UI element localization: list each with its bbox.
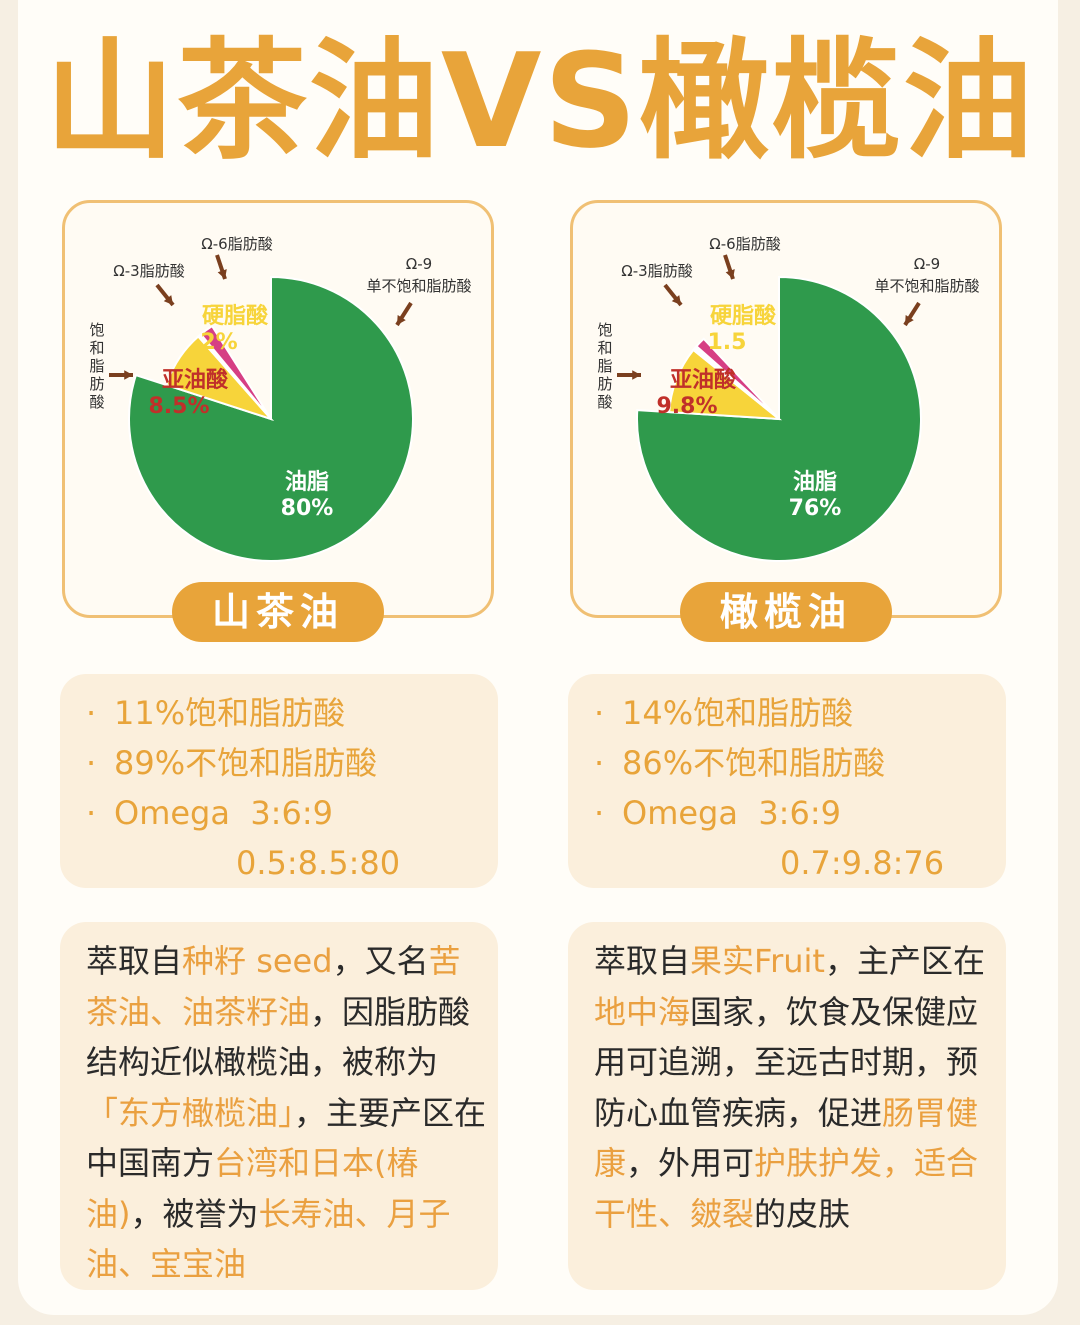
arrow-omega6-icon: [215, 254, 227, 280]
arrow-omega6-icon: [723, 254, 735, 280]
body-text: ，主产区在: [824, 942, 985, 980]
body-text: 萃取自: [86, 942, 183, 980]
arrow-omega3-icon: [663, 283, 683, 307]
highlight-text: 护肤护发，适合干性、皴裂: [594, 1144, 979, 1233]
stats-camellia: · 11%饱和脂肪酸 · 89%不饱和脂肪酸 · Omega 3:6:9 0.5:8.…: [60, 674, 498, 888]
annotation-omega9: Ω-9: [914, 255, 940, 273]
stat-unsaturated: · 86%不饱和脂肪酸: [594, 744, 886, 782]
stat-omega: · Omega 3:6:9: [86, 794, 333, 832]
highlight-text: 肠胃健康: [594, 1093, 979, 1183]
arrow-omega9-icon: [903, 301, 921, 327]
highlight-text: 地中海: [594, 992, 691, 1031]
annotation-omega9-desc: 单不饱和脂肪酸: [874, 277, 979, 295]
annotation-omega9-desc: 单不饱和脂肪酸: [366, 277, 471, 295]
stats-olive: · 14%饱和脂肪酸 · 86%不饱和脂肪酸 · Omega 3:6:9 0.7:9.…: [568, 674, 1006, 888]
highlight-text: 种籽 seed: [182, 942, 333, 980]
body-text: ，主要产区在中国南方: [86, 1093, 487, 1183]
slice-value-main: 80%: [281, 496, 334, 521]
annotation-omega3: Ω-3脂肪酸: [621, 262, 692, 280]
body-text: 萃取自: [594, 942, 691, 980]
annotation-saturated: 饱和脂肪酸: [89, 321, 104, 411]
slice-label-stearic: 硬脂酸: [710, 303, 777, 329]
body-text: ，被誉为: [130, 1194, 259, 1233]
highlight-text: 长寿油、月子油、宝宝油: [86, 1194, 451, 1284]
slice-value-stearic: 1.5: [708, 330, 747, 355]
slice-value-linoleic: 9.8%: [656, 394, 717, 419]
description-camellia: 萃取自种籽 seed，又名苦茶油、油茶籽油，因脂肪酸结构近似橄榄油，被称为「东方…: [60, 922, 498, 1290]
chart-box-olive: 油脂 76% 亚油酸 9.8% 硬脂酸 1.5 Ω-6脂肪酸 Ω-3脂肪酸 Ω-9 单不饱和脂肪酸…: [570, 200, 1002, 618]
oil-name-camellia: 山茶油: [172, 582, 384, 642]
stat-omega-ratio: 0.7:9.8:76: [780, 844, 945, 882]
oil-name-olive: 橄榄油: [680, 582, 892, 642]
highlight-text: 果实Fruit: [690, 942, 825, 980]
description-olive: 萃取自果实Fruit，主产区在地中海国家，饮食及保健应用可追溯，至远古时期，预防…: [568, 922, 1006, 1290]
arrow-omega9-icon: [395, 301, 413, 327]
slice-label-linoleic: 亚油酸: [670, 368, 737, 393]
stat-omega: · Omega 3:6:9: [594, 794, 841, 832]
stat-unsaturated: · 89%不饱和脂肪酸: [86, 744, 378, 782]
slice-value-stearic: 2%: [200, 330, 237, 355]
slice-label-stearic: 硬脂酸: [202, 303, 269, 329]
arrow-saturated-icon: [617, 370, 641, 380]
highlight-text: 台湾和日本(椿油): [86, 1144, 419, 1233]
annotation-saturated: 饱和脂肪酸: [597, 321, 612, 411]
body-text: 国家，饮食及保健应用可追溯，至远古时期，预防心血管疾病，促进: [594, 992, 979, 1132]
annotation-omega6: Ω-6脂肪酸: [709, 235, 780, 253]
annotation-omega3: Ω-3脂肪酸: [113, 262, 184, 280]
slice-label-linoleic: 亚油酸: [162, 368, 229, 393]
arrow-saturated-icon: [109, 370, 133, 380]
body-text: ，又名: [332, 942, 429, 980]
body-text: ，因脂肪酸结构近似橄榄油，被称为: [86, 992, 471, 1082]
stat-saturated: · 14%饱和脂肪酸: [594, 694, 854, 732]
pie-slice-3: [199, 324, 272, 420]
chart-box-camellia: 油脂 80% 亚油酸 8.5% 硬脂酸 2% Ω-6脂肪酸 Ω-3脂肪酸 Ω-9 单不饱和脂肪酸饱…: [62, 200, 494, 618]
annotation-omega9: Ω-9: [406, 255, 432, 273]
arrow-omega3-icon: [155, 283, 175, 307]
slice-label-main: 油脂: [285, 469, 329, 495]
slice-label-main: 油脂: [793, 469, 837, 495]
pie-slice-3: [695, 337, 780, 420]
slice-value-main: 76%: [789, 496, 842, 521]
stat-omega-ratio: 0.5:8.5:80: [236, 844, 401, 882]
highlight-text: 「东方橄榄油」: [86, 1093, 295, 1132]
slice-value-linoleic: 8.5%: [148, 394, 209, 419]
body-text: ，外用可: [626, 1144, 755, 1182]
body-text: 的皮肤: [754, 1194, 851, 1233]
stat-saturated: · 11%饱和脂肪酸: [86, 694, 346, 732]
highlight-text: 苦茶油、油茶籽油: [86, 942, 461, 1031]
annotation-omega6: Ω-6脂肪酸: [201, 235, 272, 253]
pie-slice-0: [636, 275, 922, 562]
page-title: 山茶油VS橄榄油: [44, 25, 1036, 177]
